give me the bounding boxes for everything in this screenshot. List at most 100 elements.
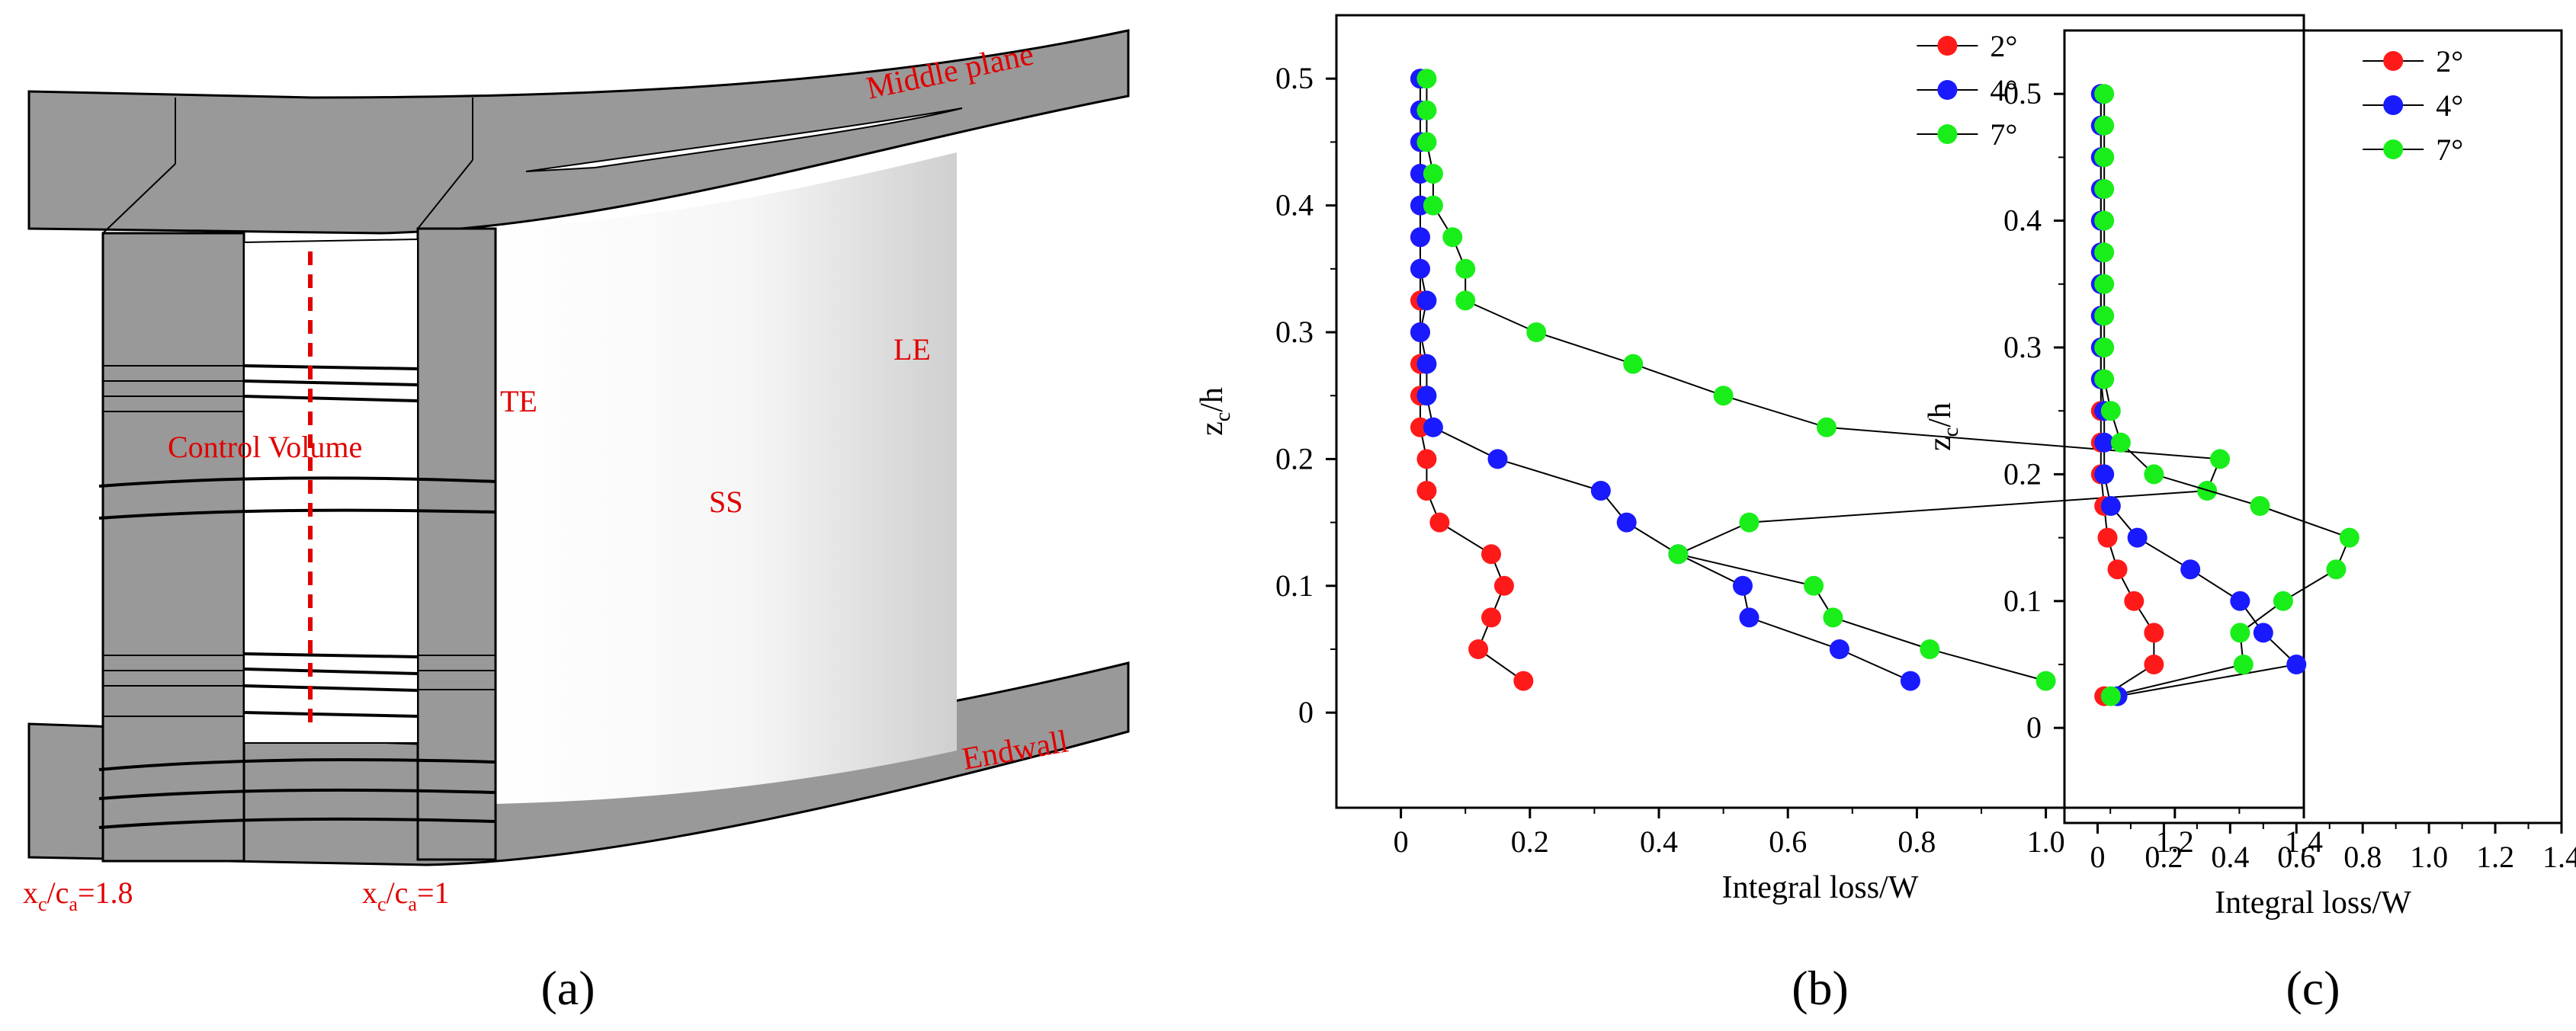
x-tick-label: 1.0 <box>2027 824 2065 859</box>
y-tick-label: 0.3 <box>2003 330 2042 364</box>
y-tick-label: 0.2 <box>1275 441 1314 475</box>
data-point <box>1481 607 1502 628</box>
data-point <box>2094 369 2115 389</box>
data-point <box>2100 401 2121 421</box>
data-point <box>1732 575 1753 596</box>
legend-label: 4° <box>2436 88 2463 123</box>
panel-a-schematic: Middle plane Endwall Control Volume TE L… <box>23 29 1130 1015</box>
data-point <box>1423 417 1443 437</box>
legend-label: 4° <box>1990 73 2017 107</box>
y-tick-label: 0 <box>1298 695 1314 729</box>
y-tick-label: 0 <box>2026 710 2042 744</box>
x-tick-label: 0.8 <box>2343 840 2382 874</box>
data-point <box>1526 322 1547 342</box>
y-tick-label: 0.1 <box>1275 568 1314 603</box>
x-tick-label: 1.4 <box>2542 840 2576 874</box>
label-ss: SS <box>709 485 743 519</box>
x-tick-label: 0.4 <box>1640 824 1678 859</box>
legend-label: 2° <box>1990 29 2017 63</box>
legend-marker <box>1937 80 1958 100</box>
data-point <box>2094 115 2115 136</box>
data-point <box>1513 671 1534 691</box>
perspective-lines <box>103 365 496 717</box>
data-point <box>1616 512 1637 533</box>
data-point <box>1823 607 1843 628</box>
block-edges <box>102 98 473 234</box>
data-point <box>1416 100 1437 120</box>
data-point <box>1668 544 1689 565</box>
data-point <box>2094 338 2115 357</box>
data-point <box>2100 496 2121 516</box>
data-point <box>2127 527 2148 548</box>
label-xc-ca-1: xc/ca=1 <box>362 876 450 915</box>
data-point <box>2339 527 2359 548</box>
data-point <box>1468 639 1489 659</box>
middle-plane-slit <box>525 107 963 172</box>
data-point <box>1416 69 1437 89</box>
legend-marker <box>2383 51 2404 71</box>
x-tick-label: 0 <box>2090 840 2105 874</box>
data-point <box>2100 686 2121 706</box>
data-point <box>1455 258 1476 279</box>
data-point <box>2144 623 2164 643</box>
data-point <box>2144 464 2164 485</box>
y-axis-label: zc/h <box>1923 402 1963 451</box>
slice-lines <box>98 364 496 829</box>
data-point <box>2097 527 2118 548</box>
x-tick-label: 1.4 <box>2285 824 2323 859</box>
data-point <box>1481 544 1502 565</box>
data-point <box>1739 512 1760 533</box>
data-point <box>1455 290 1476 311</box>
data-point <box>2250 496 2270 516</box>
chart-caption: (b) <box>1792 961 1849 1015</box>
y-axis-label: zc/h <box>1195 387 1235 436</box>
data-point <box>1416 132 1437 152</box>
data-point <box>2094 179 2115 199</box>
data-point <box>2233 655 2254 674</box>
data-point <box>1623 354 1644 374</box>
chart-b: 0 0.2 0.4 0.6 0.8 1.0 1.2 1.4 0 0.1 0.2 0.3 0.4 0.5 In… <box>1195 14 2323 1015</box>
data-point <box>1416 481 1437 501</box>
y-tick-label: 0.1 <box>2003 584 2042 618</box>
data-point <box>1487 449 1508 469</box>
caption-a: (a) <box>541 961 595 1015</box>
blade-suction-surface <box>496 152 957 804</box>
chart-caption: (c) <box>2286 961 2340 1015</box>
data-point <box>2094 242 2115 263</box>
legend-label: 7° <box>1990 117 2017 152</box>
legend-marker <box>2383 95 2404 115</box>
legend-label: 2° <box>2436 44 2463 78</box>
data-point <box>2180 559 2201 580</box>
data-point <box>1416 290 1437 311</box>
legend-marker <box>1937 36 1958 56</box>
data-point <box>1429 512 1450 533</box>
data-point <box>1410 227 1430 248</box>
data-point <box>2326 559 2347 580</box>
legend-marker <box>1937 124 1958 144</box>
data-point <box>2094 464 2115 485</box>
data-point <box>1416 449 1437 469</box>
y-tick-label: 0.4 <box>1275 188 1314 223</box>
legend-marker <box>2383 139 2404 159</box>
data-point <box>1493 575 1514 596</box>
x-tick-label: 0 <box>1394 824 1409 859</box>
data-point <box>1423 164 1443 184</box>
data-point <box>1410 322 1430 342</box>
label-control-volume: Control Volume <box>168 430 362 464</box>
data-point <box>2230 591 2250 611</box>
data-point <box>2107 559 2128 580</box>
middle-plane-band <box>27 29 1130 235</box>
x-tick-label: 1.2 <box>2476 840 2514 874</box>
x-axis-label: Integral loss/W <box>2215 885 2411 921</box>
data-point <box>1816 417 1837 437</box>
x-tick-label: 0.6 <box>1769 824 1807 859</box>
data-point <box>2124 591 2145 611</box>
label-xc-ca-1-8: xc/ca=1.8 <box>23 876 133 915</box>
legend-label: 7° <box>2436 133 2463 167</box>
data-point <box>1739 607 1760 628</box>
data-point <box>2094 210 2115 231</box>
data-point <box>2210 449 2231 469</box>
data-point <box>2273 591 2293 611</box>
data-point <box>1920 639 1940 659</box>
data-point <box>2110 432 2131 453</box>
